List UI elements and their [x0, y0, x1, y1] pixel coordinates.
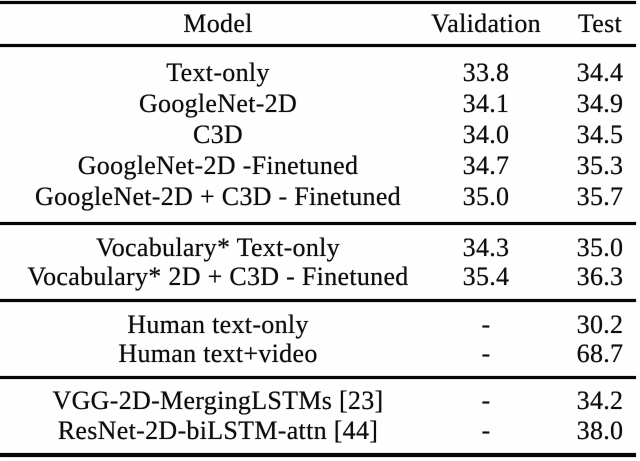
cell-model: Human text-only	[127, 309, 309, 339]
cell-validation: -	[481, 309, 491, 339]
table-row: Vocabulary* Text-only 34.3 35.0	[0, 233, 640, 262]
cell-model: ResNet-2D-biLSTM-attn [44]	[57, 416, 379, 445]
table-section-vocabulary-models: Vocabulary* Text-only 34.3 35.0 Vocabula…	[0, 225, 640, 299]
cell-validation: -	[481, 386, 491, 415]
cell-validation: 35.4	[462, 261, 510, 291]
table-row: VGG-2D-MergingLSTMs [23] - 34.2	[0, 386, 640, 416]
cell-validation: 34.0	[462, 119, 510, 149]
table-section-prior-work: VGG-2D-MergingLSTMs [23] - 34.2 ResNet-2…	[0, 379, 640, 453]
cell-model: C3D	[192, 119, 244, 149]
cell-model: GoogleNet-2D + C3D - Finetuned	[35, 181, 401, 211]
table-row: ResNet-2D-biLSTM-attn [44] - 38.0	[0, 416, 640, 446]
column-header-validation: Validation	[431, 9, 541, 38]
cell-test: 35.7	[576, 181, 624, 211]
header-separator-rule	[0, 44, 636, 47]
cell-test: 35.3	[576, 150, 624, 180]
cell-test: 35.0	[576, 232, 624, 262]
cell-test: 36.3	[576, 261, 624, 291]
cell-model: VGG-2D-MergingLSTMs [23]	[52, 386, 384, 415]
table-section-human-baselines: Human text-only - 30.2 Human text+video …	[0, 302, 640, 376]
cell-test: 30.2	[576, 309, 624, 339]
cell-test: 34.4	[576, 57, 624, 87]
cell-validation: 35.0	[462, 181, 510, 211]
table-row: GoogleNet-2D 34.1 34.9	[0, 88, 640, 119]
table-row: Human text+video - 68.7	[0, 339, 640, 368]
table-row: C3D 34.0 34.5	[0, 119, 640, 150]
cell-test: 34.2	[576, 386, 624, 415]
cell-validation: 34.3	[462, 232, 510, 262]
cell-model: Vocabulary* Text-only	[96, 232, 340, 262]
cell-test: 38.0	[576, 416, 624, 445]
cell-test: 34.9	[576, 88, 624, 118]
cell-validation: 34.1	[462, 88, 510, 118]
cell-validation: 34.7	[462, 150, 510, 180]
table-row: Vocabulary* 2D + C3D - Finetuned 35.4 36…	[0, 262, 640, 291]
table-row: Human text-only - 30.2	[0, 310, 640, 339]
section-separator-rule	[0, 376, 636, 379]
cell-model: Text-only	[166, 57, 270, 87]
section-separator-rule	[0, 299, 636, 302]
cell-validation: 33.8	[462, 57, 510, 87]
cell-model: Vocabulary* 2D + C3D - Finetuned	[27, 261, 409, 291]
column-header-test: Test	[577, 9, 623, 38]
section-separator-rule	[0, 222, 636, 225]
cell-model: Human text+video	[118, 338, 318, 368]
cell-validation: -	[481, 416, 491, 445]
cell-model: GoogleNet-2D -Finetuned	[77, 150, 359, 180]
cell-test: 68.7	[576, 338, 624, 368]
cell-validation: -	[481, 338, 491, 368]
table-section-base-models: Text-only 33.8 34.4 GoogleNet-2D 34.1 34…	[0, 47, 640, 222]
table-row: GoogleNet-2D + C3D - Finetuned 35.0 35.7	[0, 181, 640, 212]
cell-model: GoogleNet-2D	[138, 88, 298, 118]
table-row: Text-only 33.8 34.4	[0, 57, 640, 88]
table-bottom-rule	[0, 453, 636, 457]
table-header-row: Model Validation Test	[0, 4, 640, 44]
table-row: GoogleNet-2D -Finetuned 34.7 35.3	[0, 150, 640, 181]
table-top-rule	[0, 1, 636, 4]
cell-test: 34.5	[576, 119, 624, 149]
column-header-model: Model	[183, 9, 253, 38]
